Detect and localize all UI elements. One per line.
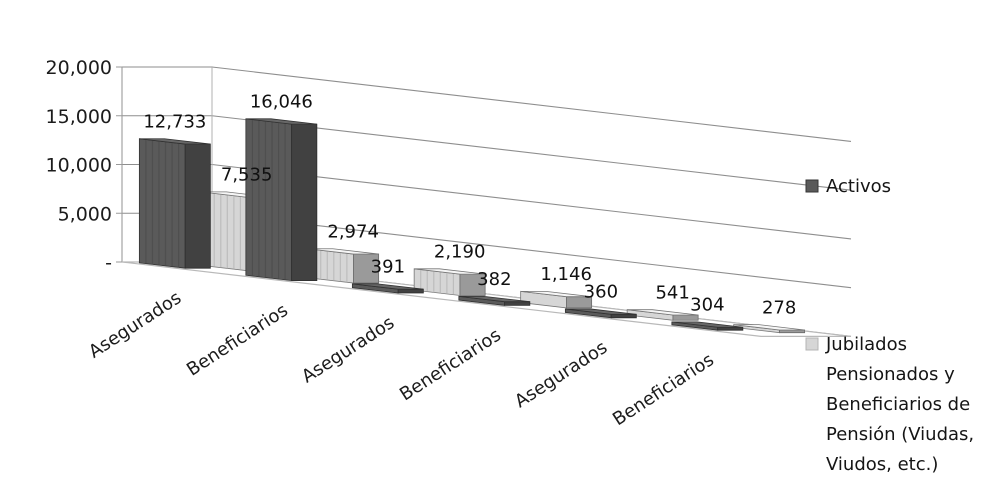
y-tick-label: 5,000 <box>58 203 112 225</box>
x-tick-label: Asegurados <box>511 337 611 412</box>
bar-top <box>414 268 486 275</box>
bar-jubilados-5 <box>733 324 806 334</box>
bar-side <box>397 288 424 294</box>
bar-top <box>627 309 699 316</box>
bar-side <box>672 314 699 321</box>
legend: Activos Jubilados Pensionados y Beneficiari… <box>805 176 974 475</box>
legend-label-jubilados-line: Beneficiarios de <box>826 394 970 415</box>
legend-label-jubilados-line: Pensionados y <box>826 364 955 385</box>
legend-swatch-activos <box>805 179 819 193</box>
bar-top <box>671 321 743 328</box>
bar-activos-2 <box>351 283 424 294</box>
data-label: 2,190 <box>434 241 486 262</box>
bar-jubilados-2 <box>413 268 486 296</box>
bar-side <box>184 143 211 269</box>
y-axis-ticks: 20,000 15,000 10,000 5,000 - <box>46 57 122 274</box>
bar-jubilados-4 <box>626 309 699 321</box>
bar-top <box>352 283 424 290</box>
bar-top <box>307 248 379 255</box>
data-label: 2,974 <box>327 221 379 242</box>
y-tick-label: 20,000 <box>46 57 112 79</box>
bar-activos-3 <box>458 295 531 306</box>
bar-top <box>139 138 211 145</box>
bar-side <box>779 329 806 334</box>
data-label: 16,046 <box>250 91 313 112</box>
y-tick-label: 10,000 <box>46 155 112 177</box>
legend-swatch-jubilados <box>805 337 819 351</box>
data-label: 391 <box>371 257 405 278</box>
bar-top <box>565 308 637 315</box>
data-label: 1,146 <box>540 264 592 285</box>
data-labels: 12,733 16,046 391 382 360 304 7,535 2,974 2,190 1… <box>143 91 796 318</box>
data-label: 12,733 <box>143 111 206 132</box>
y-tick-label: - <box>105 252 112 274</box>
x-tick-label: Beneficiarios <box>396 325 505 406</box>
legend-label-jubilados-line: Viudos, etc.) <box>826 454 938 475</box>
gridline-0 <box>122 66 852 142</box>
bar-activos-5 <box>671 321 744 331</box>
bar-jubilados-1 <box>307 248 380 284</box>
data-label: 382 <box>477 269 511 290</box>
x-tick-label: Beneficiarios <box>183 300 292 381</box>
bar-top <box>458 295 530 303</box>
bar-jubilados-3 <box>520 290 593 309</box>
bar-side <box>610 313 637 319</box>
x-tick-label: Asegurados <box>298 312 398 387</box>
bar-top <box>245 118 317 125</box>
data-label: 360 <box>584 282 618 303</box>
bars <box>138 118 806 334</box>
bar-side <box>717 326 744 331</box>
legend-label-activos: Activos <box>826 176 891 197</box>
y-tick-label: 15,000 <box>46 106 112 128</box>
data-label: 7,535 <box>221 165 273 186</box>
bar-side <box>504 301 531 306</box>
data-label: 278 <box>762 297 796 318</box>
data-label: 541 <box>655 282 689 303</box>
bar-activos-4 <box>564 308 637 319</box>
bar-top <box>520 290 592 298</box>
bar-activos-1 <box>245 118 318 282</box>
legend-label-jubilados-line: Pensión (Viudas, <box>826 424 974 445</box>
bar-activos-0 <box>138 138 211 269</box>
bar-top <box>733 324 805 331</box>
bar-side <box>291 123 318 282</box>
legend-label-jubilados-line: Jubilados <box>825 334 907 355</box>
x-tick-label: Beneficiarios <box>609 349 718 430</box>
x-tick-label: Asegurados <box>85 287 185 362</box>
data-label: 304 <box>690 295 724 316</box>
